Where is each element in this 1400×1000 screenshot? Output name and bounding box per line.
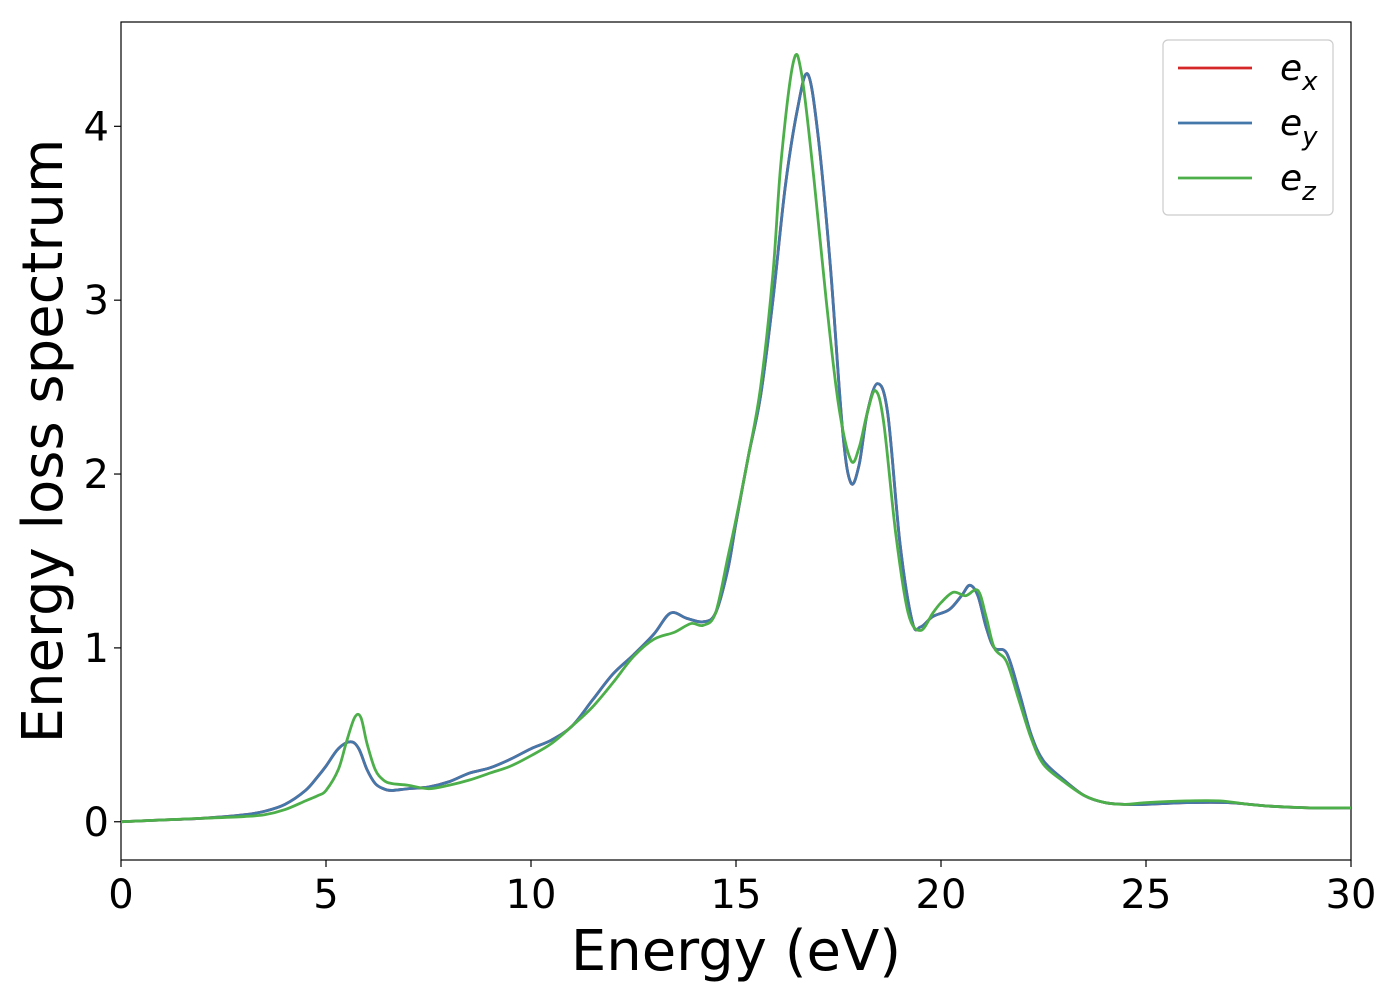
legend-label-e-x: ex xyxy=(1280,48,1318,97)
y-tick-label: 0 xyxy=(84,800,109,846)
x-tick-label: 10 xyxy=(506,872,557,918)
x-tick-label: 5 xyxy=(313,872,338,918)
x-axis-ticks: 0 5 10 15 20 25 30 xyxy=(108,860,1376,918)
y-axis-ticks: 0 1 2 3 4 xyxy=(84,104,121,846)
y-tick-label: 4 xyxy=(84,104,109,150)
y-axis-label: Energy loss spectrum xyxy=(11,139,76,744)
legend-label-e-z: ez xyxy=(1280,158,1317,207)
legend-box xyxy=(1162,39,1334,216)
x-tick-label: 0 xyxy=(108,872,133,918)
y-tick-label: 1 xyxy=(84,626,109,672)
x-tick-label: 20 xyxy=(916,872,967,918)
legend-label-e-y: ey xyxy=(1280,103,1318,152)
legend: ex ey ez xyxy=(1162,39,1334,216)
series-line-e-z xyxy=(121,52,1351,824)
series-lines xyxy=(121,52,1351,824)
x-axis-label: Energy (eV) xyxy=(571,919,901,984)
x-tick-label: 30 xyxy=(1326,872,1377,918)
x-tick-label: 15 xyxy=(711,872,762,918)
y-tick-label: 2 xyxy=(84,452,109,498)
series-line-e-y xyxy=(121,72,1351,824)
x-tick-label: 25 xyxy=(1121,872,1172,918)
y-tick-label: 3 xyxy=(84,278,109,324)
